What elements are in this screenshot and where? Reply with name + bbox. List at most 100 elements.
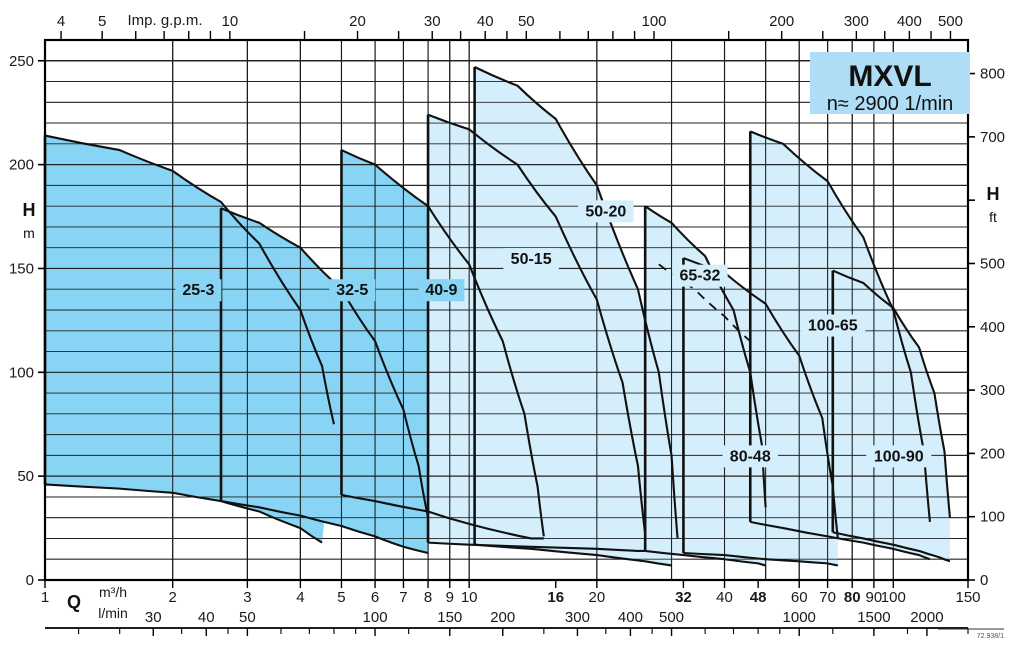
curve-label-bg-25-3	[175, 279, 222, 302]
curve-label-bg-65-32	[672, 264, 728, 287]
bottom-tick-3: 3	[243, 589, 251, 606]
bottom-tick-7: 7	[399, 589, 407, 606]
curve-label-bg-32-5	[329, 279, 376, 302]
bottom-tick-4: 4	[296, 589, 304, 606]
lmin-tick-300: 300	[565, 609, 590, 626]
top-tick-40: 40	[477, 13, 494, 30]
bottom-tick-80: 80	[844, 589, 861, 606]
right-tick-800: 800	[980, 66, 1005, 83]
lmin-tick-40: 40	[198, 609, 215, 626]
bottom-tick-90: 90	[866, 589, 883, 606]
curve-lower-40-9	[341, 493, 544, 540]
left-axis-title: H m	[23, 200, 36, 241]
bottom-tick-150: 150	[955, 589, 980, 606]
curve-lower-50-15	[427, 541, 646, 552]
right-tick-0: 0	[980, 572, 988, 589]
lmin-tick-1500: 1500	[857, 609, 890, 626]
bottom-tick-5: 5	[337, 589, 345, 606]
lmin-tick-400: 400	[618, 609, 643, 626]
curve-label-25-3: 25-3	[182, 282, 214, 299]
curve-lower-100-65	[750, 520, 931, 561]
top-tick-20: 20	[349, 13, 366, 30]
curve-upper-50-20	[474, 66, 679, 539]
left-tick-250: 250	[9, 53, 34, 70]
bottom-axis-title: Q m³/h l/min	[67, 584, 128, 621]
lmin-tick-30: 30	[145, 609, 162, 626]
speed-subtitle: n≈ 2900 1/min	[827, 93, 954, 115]
right-axis-unit: ft	[989, 209, 997, 225]
axis-ticks	[38, 31, 975, 636]
band-50-20	[474, 67, 678, 566]
curve-label-bg-50-15	[503, 248, 559, 271]
band-100-90	[832, 270, 950, 562]
curve-label-32-5: 32-5	[336, 282, 368, 299]
bottom-tick-70: 70	[819, 589, 836, 606]
right-tick-700: 700	[980, 129, 1005, 146]
top-axis-label: Imp. g.p.m.	[127, 12, 202, 29]
lmin-tick-150: 150	[437, 609, 462, 626]
curve-lower-65-32	[645, 549, 766, 567]
bottom-axis-unit-m3h: m³/h	[99, 584, 127, 600]
curve-lower-80-48	[683, 551, 839, 567]
bottom-tick-100: 100	[881, 589, 906, 606]
lmin-tick-100: 100	[363, 609, 388, 626]
curve-label-bg-50-20	[578, 200, 634, 223]
left-tick-0: 0	[26, 572, 34, 589]
right-tick-300: 300	[980, 382, 1005, 399]
lmin-tick-200: 200	[490, 609, 515, 626]
bottom-tick-20: 20	[588, 589, 605, 606]
top-tick-5: 5	[98, 13, 106, 30]
top-axis-title: Imp. g.p.m.	[127, 12, 202, 29]
left-axis-unit: m	[23, 225, 35, 241]
curve-label-bg-100-90	[866, 445, 932, 468]
curve-lower-32-5	[220, 500, 429, 555]
left-tick-150: 150	[9, 260, 34, 277]
top-tick-10: 10	[221, 13, 238, 30]
curve-label-100-65: 100-65	[808, 318, 858, 335]
top-tick-50: 50	[518, 13, 535, 30]
left-tick-200: 200	[9, 157, 34, 174]
bottom-tick-40: 40	[716, 589, 733, 606]
title-box: MXVL n≈ 2900 1/min	[810, 52, 970, 115]
lmin-tick-1000: 1000	[783, 609, 816, 626]
bottom-tick-2: 2	[169, 589, 177, 606]
curve-label-80-48: 80-48	[730, 448, 771, 465]
top-tick-300: 300	[844, 13, 869, 30]
curve-label-bg-40-9	[418, 279, 465, 302]
bottom-axis-unit-lmin: l/min	[98, 605, 128, 621]
lmin-tick-2000: 2000	[910, 609, 943, 626]
curve-label-bg-80-48	[722, 445, 779, 468]
bottom-tick-8: 8	[424, 589, 432, 606]
top-tick-200: 200	[769, 13, 794, 30]
bottom-tick-60: 60	[791, 589, 808, 606]
bottom-tick-48: 48	[750, 589, 767, 606]
curve-label-100-90: 100-90	[874, 448, 924, 465]
left-tick-100: 100	[9, 364, 34, 381]
title-box-background	[810, 52, 970, 114]
curve-label-bg-100-65	[800, 314, 866, 337]
right-tick-400: 400	[980, 319, 1005, 336]
bottom-tick-6: 6	[371, 589, 379, 606]
bottom-axis-name: Q	[67, 592, 81, 612]
lmin-tick-50: 50	[239, 609, 256, 626]
top-tick-4: 4	[57, 13, 65, 30]
performance-curves	[43, 66, 951, 567]
bottom-tick-9: 9	[446, 589, 454, 606]
bottom-tick-32: 32	[675, 589, 692, 606]
curve-label-40-9: 40-9	[425, 282, 457, 299]
curve-upper-50-15	[427, 113, 647, 535]
curve-label-50-15: 50-15	[511, 251, 552, 268]
curve-label-50-20: 50-20	[585, 203, 626, 220]
top-tick-400: 400	[897, 13, 922, 30]
right-axis-name: H	[987, 184, 1000, 204]
curve-upper-25-3	[44, 134, 335, 425]
right-tick-100: 100	[980, 509, 1005, 526]
top-tick-100: 100	[641, 13, 666, 30]
bottom-tick-16: 16	[547, 589, 564, 606]
curve-labels: 25-3 32-5 40-9 50-15 50-20 65-32 80-48 100-65 10…	[175, 200, 932, 468]
curve-upper-32-5	[220, 207, 430, 518]
bottom-tick-1: 1	[41, 589, 49, 606]
